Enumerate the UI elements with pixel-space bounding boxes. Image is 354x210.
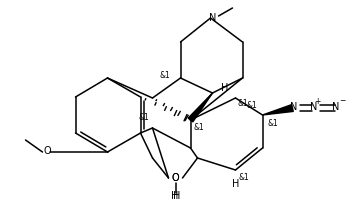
Text: +: + — [314, 97, 321, 105]
Text: −: − — [339, 97, 346, 105]
Text: H: H — [171, 191, 178, 201]
Text: &1: &1 — [268, 118, 278, 127]
Text: &1: &1 — [160, 71, 171, 80]
Text: N: N — [332, 102, 339, 112]
Polygon shape — [188, 93, 212, 122]
Text: H: H — [221, 83, 228, 93]
Text: O: O — [172, 173, 179, 183]
Text: H: H — [173, 191, 180, 201]
Text: O: O — [172, 173, 179, 183]
Text: H: H — [232, 179, 239, 189]
Text: O: O — [44, 146, 51, 156]
Text: N: N — [290, 102, 297, 112]
Text: N: N — [209, 13, 216, 23]
Text: &1: &1 — [238, 100, 248, 109]
Text: &1: &1 — [239, 173, 249, 182]
Text: N: N — [310, 102, 317, 112]
Text: &1: &1 — [247, 101, 257, 109]
Text: &1: &1 — [194, 123, 204, 133]
Polygon shape — [263, 105, 293, 115]
Text: &1: &1 — [139, 113, 149, 122]
